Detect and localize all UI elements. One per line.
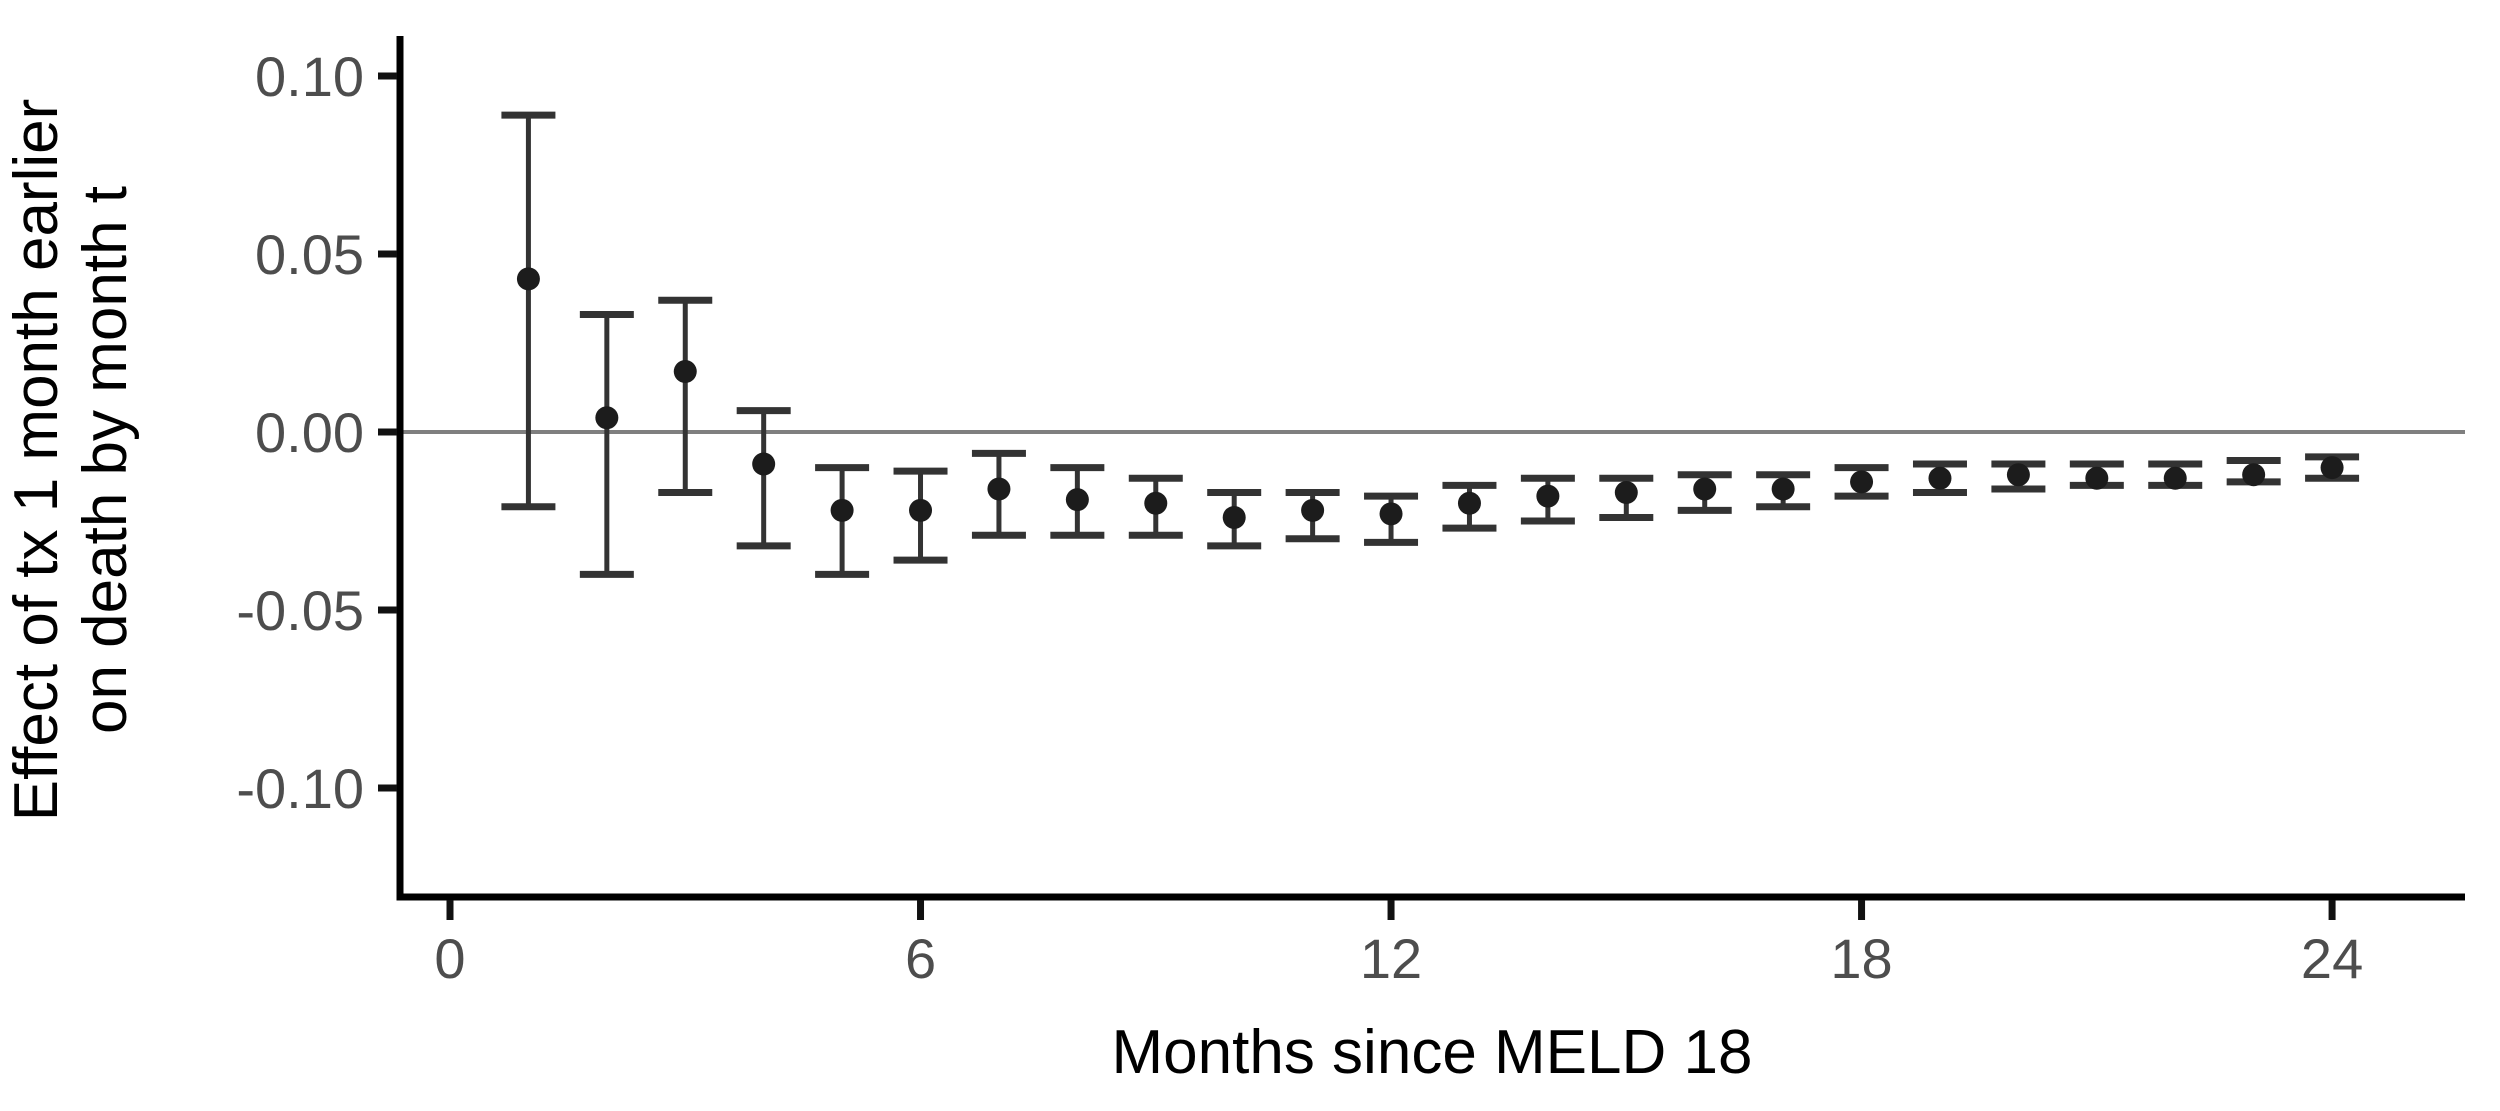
pointrange-month-16 — [1677, 471, 1732, 514]
point-estimate-dot — [1693, 477, 1717, 501]
point-estimate-dot — [516, 267, 540, 291]
pointrange-month-18 — [1834, 464, 1889, 500]
point-estimate-dot — [595, 406, 619, 430]
pointrange-month-8 — [1050, 464, 1105, 539]
point-estimate-dot — [752, 452, 776, 476]
point-estimate-dot — [1614, 481, 1638, 505]
point-estimate-dot — [1065, 488, 1089, 512]
y-tick-label: -0.10 — [236, 757, 364, 820]
pointrange-month-14 — [1520, 474, 1575, 525]
pointrange-month-19 — [1912, 460, 1967, 497]
pointrange-month-1 — [501, 111, 556, 511]
pointrange-month-4 — [736, 407, 791, 550]
y-tick-label: -0.05 — [236, 579, 364, 642]
point-estimate-dot — [830, 498, 854, 522]
x-tick-label: 18 — [1830, 927, 1892, 990]
point-estimate-dot — [673, 359, 697, 383]
pointrange-month-7 — [971, 449, 1026, 539]
pointrange-month-11 — [1285, 489, 1340, 543]
pointrange-month-13 — [1442, 481, 1497, 532]
point-estimate-dot — [1301, 498, 1325, 522]
pointrange-month-10 — [1207, 489, 1262, 550]
pointrange-month-24 — [2305, 453, 2360, 482]
pointrange-month-3 — [658, 296, 713, 497]
y-tick-label: 0.10 — [255, 45, 364, 108]
point-estimate-dot — [1144, 491, 1168, 515]
point-estimate-dot — [2006, 463, 2030, 487]
point-estimate-dot — [987, 477, 1011, 501]
point-estimate-dot — [1379, 502, 1403, 526]
x-tick-label: 12 — [1360, 927, 1422, 990]
point-estimate-dot — [909, 498, 933, 522]
x-axis-title: Months since MELD 18 — [1111, 1018, 1753, 1087]
point-estimate-dot — [2320, 456, 2344, 480]
x-tick-label: 6 — [905, 927, 936, 990]
point-estimate-dot — [2242, 463, 2266, 487]
pointrange-month-6 — [893, 467, 948, 564]
y-tick-label: 0.00 — [255, 401, 364, 464]
point-estimate-dot — [1771, 477, 1795, 501]
y-axis-title: Effect of tx 1 month earlier on death by… — [2, 98, 141, 822]
pointrange-month-12 — [1364, 492, 1419, 546]
point-estimate-dot — [2085, 466, 2109, 490]
pointrange-month-22 — [2148, 460, 2203, 490]
point-estimate-dot — [1928, 466, 1952, 490]
x-tick-label: 24 — [2301, 927, 2363, 990]
pointrange-month-2 — [579, 311, 634, 578]
x-tick-label: 0 — [434, 927, 465, 990]
point-estimate-dot — [1457, 491, 1481, 515]
pointrange-month-20 — [1991, 460, 2046, 493]
point-estimate-dot — [1850, 470, 1874, 494]
point-estimate-dot — [1222, 505, 1246, 529]
point-estimate-dot — [2163, 466, 2187, 490]
point-estimate-dot — [1536, 484, 1560, 508]
pointrange-month-23 — [2226, 456, 2281, 487]
y-tick-label: 0.05 — [255, 223, 364, 286]
pointrange-month-17 — [1756, 471, 1811, 511]
pointrange-month-9 — [1128, 474, 1183, 539]
pointrange-month-15 — [1599, 474, 1654, 521]
pointrange-month-21 — [2069, 460, 2124, 490]
pointrange-month-5 — [815, 464, 870, 578]
